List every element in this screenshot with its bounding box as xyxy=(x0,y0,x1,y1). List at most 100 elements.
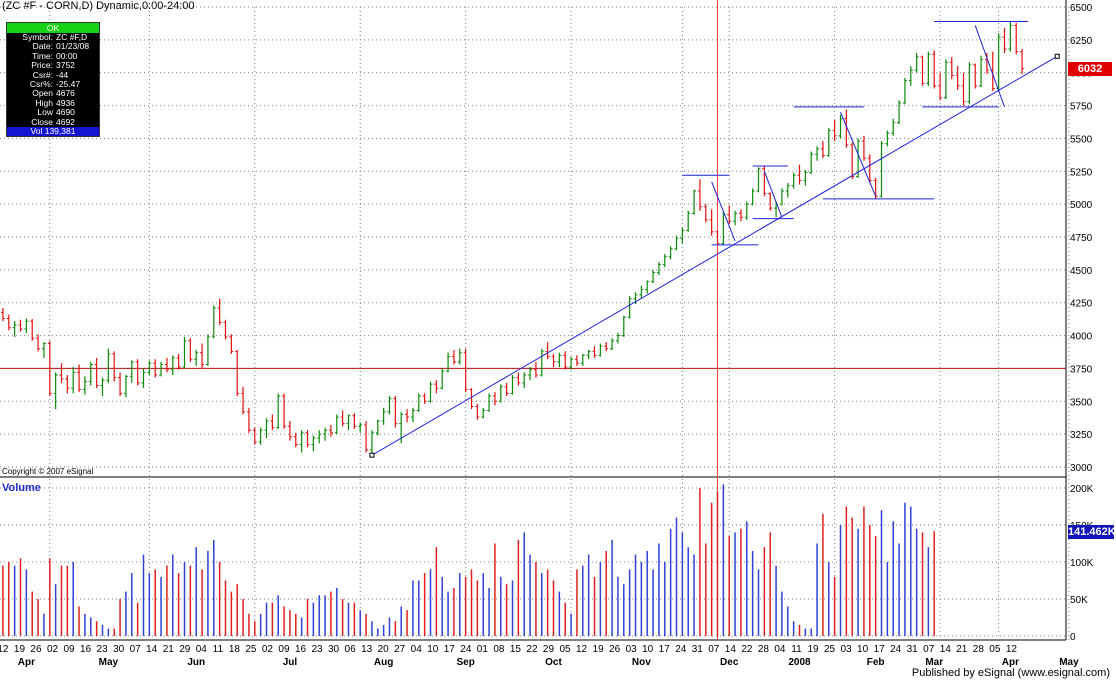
x-tick-label: 21 xyxy=(956,644,968,655)
x-tick-label: 31 xyxy=(692,644,704,655)
x-tick-label: 05 xyxy=(989,644,1001,655)
info-box-rows: Symbol: ZC #F,D Date: 01/23/08 Time: 00:00 Pri… xyxy=(7,32,99,127)
x-tick-label: 25 xyxy=(245,644,257,655)
y-tick-label: 5500 xyxy=(1070,134,1093,145)
x-tick-label: 24 xyxy=(460,644,472,655)
chart-title: (ZC #F - CORN,D) Dynamic,0:00-24:00 xyxy=(2,0,195,12)
info-label: High xyxy=(35,97,53,108)
x-tick-label: 19 xyxy=(807,644,819,655)
x-tick-label: 19 xyxy=(14,644,26,655)
info-box-header[interactable]: OK xyxy=(7,23,99,33)
x-tick-label: 16 xyxy=(80,644,92,655)
info-row: Symbol: ZC #F,D xyxy=(7,32,99,42)
x-tick-label: 10 xyxy=(642,644,654,655)
x-tick-label: 02 xyxy=(262,644,274,655)
x-tick-label: 26 xyxy=(609,644,621,655)
x-tick-label: 16 xyxy=(295,644,307,655)
x-tick-label: 08 xyxy=(493,644,505,655)
x-tick-label: 18 xyxy=(229,644,241,655)
volume-pane-title: Volume xyxy=(2,482,41,494)
info-row: Price: 3752 xyxy=(7,60,99,71)
x-tick-label: 17 xyxy=(874,644,886,655)
x-tick-label: 14 xyxy=(725,644,737,655)
month-label: Jun xyxy=(187,657,205,668)
x-tick-label: 05 xyxy=(559,644,571,655)
info-label: Close xyxy=(31,116,53,127)
y-tick-label: 3000 xyxy=(1070,463,1093,474)
y-tick-label: 6250 xyxy=(1070,36,1093,47)
month-label: Nov xyxy=(632,657,651,668)
info-box-volume: Vol 139,381 xyxy=(7,126,99,137)
y-tick-label: 5750 xyxy=(1070,102,1093,113)
info-label: Symbol: xyxy=(22,32,53,42)
y-tick-label: 5250 xyxy=(1070,167,1093,178)
month-label: Apr xyxy=(1002,657,1019,668)
info-value: 4690 xyxy=(56,107,75,118)
x-tick-label: 28 xyxy=(758,644,770,655)
info-value: 3752 xyxy=(56,60,75,71)
last-price-tag: 6032 xyxy=(1068,62,1112,76)
x-tick-label: 30 xyxy=(113,644,125,655)
x-tick-label: 24 xyxy=(675,644,687,655)
x-tick-label: 22 xyxy=(741,644,753,655)
month-label: Feb xyxy=(867,657,885,668)
vol-tick-label: 0 xyxy=(1070,632,1076,643)
x-tick-label: 07 xyxy=(130,644,142,655)
x-tick-label: 22 xyxy=(526,644,538,655)
x-tick-label: 09 xyxy=(63,644,75,655)
vol-tick-label: 100K xyxy=(1070,558,1094,569)
info-row: Open 4676 xyxy=(7,88,99,99)
trendline xyxy=(711,181,736,242)
x-tick-label: 23 xyxy=(97,644,109,655)
copyright-note: Copyright © 2007 eSignal xyxy=(2,467,94,476)
x-tick-label: 01 xyxy=(477,644,489,655)
info-row: Close 4692 xyxy=(7,116,99,127)
x-tick-label: 31 xyxy=(907,644,919,655)
x-tick-label: 03 xyxy=(841,644,853,655)
info-label: Price: xyxy=(31,60,53,71)
x-tick-label: 24 xyxy=(890,644,902,655)
x-tick-label: 30 xyxy=(328,644,340,655)
month-label: Jul xyxy=(283,657,298,668)
info-value: 00:00 xyxy=(56,50,78,61)
x-tick-label: 20 xyxy=(378,644,390,655)
x-tick-label: 14 xyxy=(146,644,158,655)
info-row: Csr%: -25.47 xyxy=(7,79,99,90)
info-value: 4692 xyxy=(56,116,75,127)
x-tick-label: 04 xyxy=(411,644,423,655)
vol-tick-label: 200K xyxy=(1070,484,1094,495)
x-tick-label: 04 xyxy=(196,644,208,655)
trendline xyxy=(763,171,783,218)
x-tick-label: 04 xyxy=(774,644,786,655)
x-tick-label: 17 xyxy=(444,644,456,655)
x-tick-label: 29 xyxy=(543,644,555,655)
x-tick-label: 11 xyxy=(213,644,224,655)
x-tick-label: 17 xyxy=(659,644,671,655)
month-label: Dec xyxy=(720,657,739,668)
info-value: 4676 xyxy=(56,88,75,99)
x-tick-label: 02 xyxy=(47,644,59,655)
x-tick-label: 06 xyxy=(345,644,357,655)
x-tick-label: 07 xyxy=(923,644,935,655)
x-tick-label: 21 xyxy=(163,644,175,655)
info-label: Date: xyxy=(32,41,53,52)
info-row: Csr#: -44 xyxy=(7,70,99,80)
x-tick-label: 13 xyxy=(361,644,373,655)
cursor-info-box: OK Symbol: ZC #F,D Date: 01/23/08 Time: 00:00… xyxy=(6,22,100,138)
month-label: Oct xyxy=(545,657,562,668)
y-tick-label: 4000 xyxy=(1070,332,1093,343)
y-tick-label: 3500 xyxy=(1070,397,1093,408)
y-tick-label: 5000 xyxy=(1070,200,1093,211)
trendline xyxy=(974,25,1005,108)
month-label: May xyxy=(99,657,119,668)
trendline xyxy=(840,111,877,197)
trendline-handle xyxy=(1054,53,1060,59)
info-value: 4936 xyxy=(56,97,75,108)
info-label: Low xyxy=(37,107,53,118)
info-label: Csr%: xyxy=(29,79,53,90)
x-tick-label: 12 xyxy=(0,644,9,655)
x-tick-label: 10 xyxy=(857,644,869,655)
y-tick-label: 6500 xyxy=(1070,3,1093,14)
x-tick-label: 07 xyxy=(708,644,720,655)
